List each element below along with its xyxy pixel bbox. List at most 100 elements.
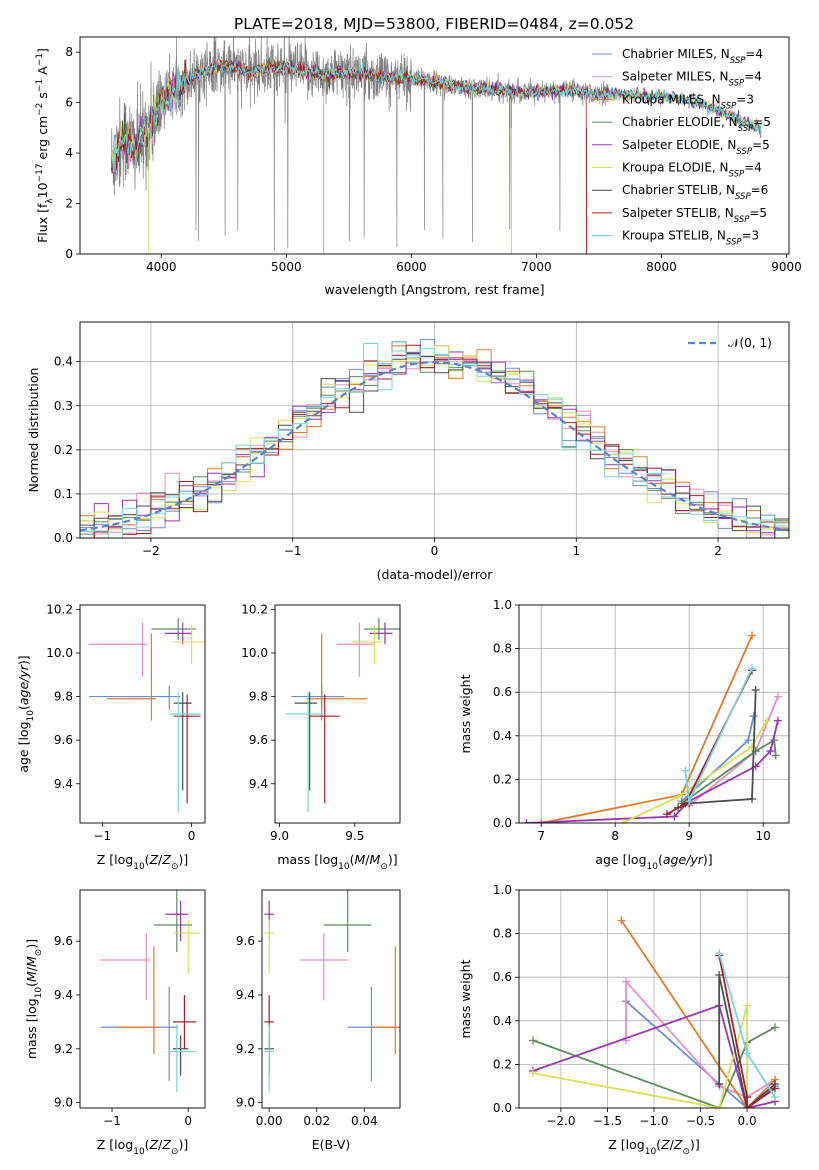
marker-krou_stelib [681,766,690,775]
point-krou_elodie [351,624,382,664]
legend-nssp: =6 [751,183,769,197]
x-tick-label: 0 [431,544,439,558]
legend-label-salp_stelib: Salpeter STELIB, NSSP=5 [622,206,767,225]
label-part: ( [145,1137,150,1152]
marker-krou_elodie [618,819,627,823]
marker-krou_elodie [674,792,683,801]
legend-sub: SSP [721,101,737,111]
x-tick-label: −1 [284,544,302,558]
figure-title: PLATE=2018, MJD=53800, FIBERID=0484, z=0… [234,15,634,33]
label-part: 10 [34,987,44,999]
series-krou_miles [620,919,776,1108]
label-part: ( [24,982,39,987]
label-part: age/yr [663,852,704,867]
label-part: M [370,852,381,867]
point-chab_elodie [151,618,197,640]
legend-name: Chabrier ELODIE, N [622,115,738,129]
label-part: 10 [26,710,36,722]
label-part: )] [703,852,713,867]
label-part: ⊙ [380,862,388,872]
label-part: )] [690,1137,700,1152]
label-part: log [114,852,133,867]
label-part: ( [658,852,663,867]
point-salp_elodie [369,622,393,645]
x-tick-label: 8000 [646,260,677,274]
axes: −2 −1 0 1 2 0.0 0.1 0.2 0.3 0.4 [54,321,790,558]
legend-name: Kroupa STELIB, N [622,229,726,243]
marker-krou_stelib [743,1049,752,1058]
plot-area [528,916,780,1108]
legend-name: Chabrier STELIB, N [622,183,735,197]
label-part: / [670,1137,675,1152]
series-salp_elodie [526,720,779,823]
marker-chab_miles [744,736,753,745]
marker-salp_elodie [522,819,531,823]
y-tick-label: 0.8 [493,642,512,656]
axes-frame [79,604,206,824]
label-part: mass weight [458,959,473,1038]
axes: −1 0 9.4 9.6 9.8 10.0 10.2 [46,602,206,843]
label-part: Z [161,852,171,867]
marker-krou_miles [617,916,626,925]
y-tick-label: 0.4 [54,355,73,369]
label-part: age [ [595,852,627,867]
y-tick-label: 9.6 [236,934,255,948]
y-tick-label: 0.0 [54,531,73,545]
y-tick-label: 9.6 [249,733,268,747]
axes-frame [79,321,790,539]
label-part: log [319,852,338,867]
label-part: Flux [f [35,203,50,243]
axes: 4000 5000 6000 7000 8000 9000 0 2 4 6 8 [65,36,802,274]
label-part: )] [16,655,31,665]
legend-name: Kroupa MILES, N [622,92,721,106]
axes: 9.0 9.5 9.4 9.6 9.8 10.0 10.2 [241,602,401,843]
x-tick-label: 5000 [271,260,302,274]
label-part: wavelength [Angstrom, rest frame] [324,282,544,297]
hist-salp_stelib [80,344,789,538]
marker-salp_miles [773,692,782,701]
y-tick-label: 0.0 [493,1101,512,1115]
point-krou_miles [371,946,400,1055]
y-tick-label: 10.2 [241,602,268,616]
label-part: −1 [35,79,45,92]
legend-label-krou_elodie: Kroupa ELODIE, NSSP=4 [622,161,762,180]
x-tick-label: 9.0 [270,829,289,843]
label-part: age/yr [16,664,31,705]
axes-frame [518,604,790,824]
legend-sub: SSP [730,56,746,66]
axes: 7 8 9 10 0.0 0.2 0.4 0.6 0.8 1.0 [493,598,790,843]
label-part: age [ [16,741,31,773]
legend-nssp: =3 [736,92,754,106]
x-tick-label: 8 [611,829,619,843]
label-part: )] [178,852,188,867]
label-part: Z [ [97,852,114,867]
x-axis-label: mass [log10(M/M⊙)] [277,852,397,872]
y-axis-label: mass weight [458,959,473,1038]
label-part: −2 [35,103,45,116]
axes: 0.00 0.02 0.04 9.0 9.2 9.4 9.6 [236,889,401,1128]
x-tick-label: −1 [103,1114,121,1128]
y-tick-label: 9.6 [54,733,73,747]
point-salp_miles [336,622,375,677]
y-tick-label: 0.2 [493,772,512,786]
marker-chab_elodie [771,1023,780,1032]
x-axis-label: Z [log10(Z/Z⊙)] [97,1137,189,1157]
x-tick-label: −2 [142,544,160,558]
point-krou_stelib [264,1024,274,1092]
y-axis-label: Normed distribution [26,368,41,493]
marker-krou_miles [537,819,546,823]
legend-label-salp_miles: Salpeter MILES, NSSP=4 [622,70,762,89]
label-part: mass [ [277,852,319,867]
x-tick-label: −0.5 [686,1114,715,1128]
legend-nssp: =4 [744,70,762,84]
panel-ebv_mass: 0.00 0.02 0.04 9.0 9.2 9.4 9.6 E(B-V) [236,889,401,1152]
axes: −2.0 −1.5 −1.0 −0.5 0.0 0.0 0.2 0.4 0.6 0.8 1.0 [493,883,790,1128]
label-part: M [24,971,39,982]
y-tick-label: 9.4 [236,988,255,1002]
y-tick-label: 0.0 [493,816,512,830]
x-axis-label: Z [log10(Z/Z⊙)] [608,1137,700,1157]
marker-chab_elodie [771,751,780,760]
point-chab_miles [291,685,345,710]
x-tick-label: 0.04 [351,1114,378,1128]
